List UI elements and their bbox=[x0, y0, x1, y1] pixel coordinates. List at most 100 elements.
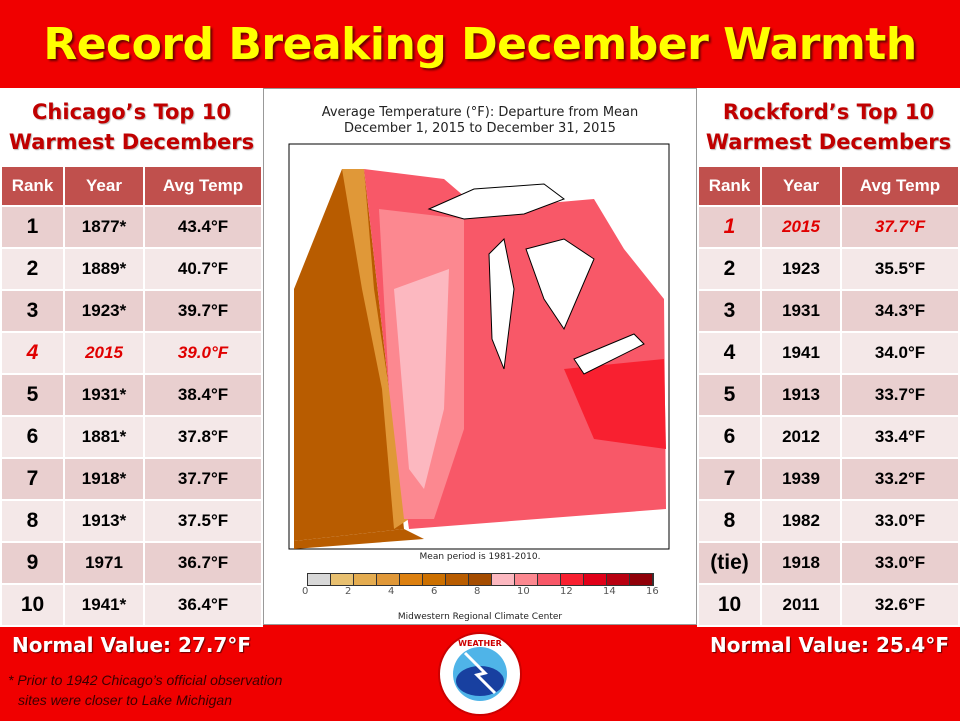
rank-cell: 5 bbox=[0, 373, 65, 417]
table-row: 9 1971 36.7°F bbox=[0, 541, 263, 585]
table-row: 8 1982 33.0°F bbox=[697, 499, 960, 543]
nws-logo: WEATHER bbox=[435, 631, 525, 721]
chicago-normal-value: Normal Value: 27.7°F bbox=[12, 633, 252, 657]
year-cell: 1913 bbox=[760, 373, 842, 417]
footnote-line2: sites were closer to Lake Michigan bbox=[18, 692, 232, 708]
legend-swatch bbox=[584, 574, 607, 585]
year-cell: 1941 bbox=[760, 331, 842, 375]
rank-cell: 2 bbox=[697, 247, 762, 291]
legend-ticks: 0 2 4 6 8 10 12 14 16 bbox=[302, 586, 662, 600]
table-row: 4 2015 39.0°F bbox=[0, 331, 263, 375]
year-cell: 1971 bbox=[63, 541, 145, 585]
year-cell: 2012 bbox=[760, 415, 842, 459]
rank-cell: 8 bbox=[0, 499, 65, 543]
lake-michigan bbox=[488, 237, 515, 370]
legend-swatch bbox=[331, 574, 354, 585]
chicago-title-line1: Chicago’s Top 10 bbox=[32, 99, 231, 124]
year-cell: 1941* bbox=[63, 583, 145, 627]
temp-cell: 38.4°F bbox=[143, 373, 263, 417]
temp-cell: 33.0°F bbox=[840, 499, 960, 543]
table-row: 2 1889* 40.7°F bbox=[0, 247, 263, 291]
rank-cell: 7 bbox=[697, 457, 762, 501]
rockford-panel: Rockford’s Top 10 Warmest Decembers Rank… bbox=[697, 88, 960, 627]
legend-swatch bbox=[377, 574, 400, 585]
rank-cell: 5 bbox=[697, 373, 762, 417]
rockford-title-line2: Warmest Decembers bbox=[705, 129, 952, 154]
column-header: Rank bbox=[0, 165, 65, 207]
temp-cell: 43.4°F bbox=[143, 205, 263, 249]
table-row: 5 1913 33.7°F bbox=[697, 373, 960, 417]
table-row: 7 1939 33.2°F bbox=[697, 457, 960, 501]
year-cell: 2015 bbox=[760, 205, 842, 249]
rank-cell: 10 bbox=[0, 583, 65, 627]
rank-cell: (tie) bbox=[697, 541, 762, 585]
map-region-west bbox=[294, 169, 404, 541]
table-row: 5 1931* 38.4°F bbox=[0, 373, 263, 417]
column-header: Avg Temp bbox=[840, 165, 960, 207]
year-cell: 1918* bbox=[63, 457, 145, 501]
temp-cell: 33.0°F bbox=[840, 541, 960, 585]
chicago-title-line2: Warmest Decembers bbox=[8, 129, 255, 154]
rockford-title-line1: Rockford’s Top 10 bbox=[722, 99, 935, 124]
legend-swatch bbox=[538, 574, 561, 585]
map-credit: Midwestern Regional Climate Center bbox=[397, 612, 563, 622]
rank-cell: 4 bbox=[697, 331, 762, 375]
temp-cell: 37.8°F bbox=[143, 415, 263, 459]
temp-cell: 33.4°F bbox=[840, 415, 960, 459]
rank-cell: 1 bbox=[0, 205, 65, 249]
year-cell: 1881* bbox=[63, 415, 145, 459]
column-header: Avg Temp bbox=[143, 165, 263, 207]
table-row: 1 1877* 43.4°F bbox=[0, 205, 263, 249]
rank-cell: 4 bbox=[0, 331, 65, 375]
column-header: Year bbox=[63, 165, 145, 207]
temp-cell: 36.7°F bbox=[143, 541, 263, 585]
temp-cell: 37.7°F bbox=[840, 205, 960, 249]
year-cell: 1931* bbox=[63, 373, 145, 417]
legend-swatch bbox=[354, 574, 377, 585]
year-cell: 1982 bbox=[760, 499, 842, 543]
legend-swatch bbox=[630, 574, 653, 585]
table-row: (tie) 1918 33.0°F bbox=[697, 541, 960, 585]
table-row: 7 1918* 37.7°F bbox=[0, 457, 263, 501]
legend-tick-label: 10 bbox=[517, 586, 530, 597]
legend-tick-label: 8 bbox=[474, 586, 481, 597]
temp-cell: 34.0°F bbox=[840, 331, 960, 375]
temp-cell: 39.7°F bbox=[143, 289, 263, 333]
rank-cell: 7 bbox=[0, 457, 65, 501]
year-cell: 1918 bbox=[760, 541, 842, 585]
year-cell: 1931 bbox=[760, 289, 842, 333]
rank-cell: 1 bbox=[697, 205, 762, 249]
legend-swatch bbox=[561, 574, 584, 585]
temp-cell: 34.3°F bbox=[840, 289, 960, 333]
year-cell: 1913* bbox=[63, 499, 145, 543]
legend-tick-label: 14 bbox=[603, 586, 616, 597]
chicago-table: Rank Year Avg Temp 1 1877* 43.4°F 2 1889* 40.7°F… bbox=[0, 165, 263, 627]
table-row: 2 1923 35.5°F bbox=[697, 247, 960, 291]
table-row: 10 2011 32.6°F bbox=[697, 583, 960, 627]
year-cell: 2011 bbox=[760, 583, 842, 627]
temp-cell: 32.6°F bbox=[840, 583, 960, 627]
rank-cell: 3 bbox=[0, 289, 65, 333]
temp-cell: 37.7°F bbox=[143, 457, 263, 501]
mean-period-note: Mean period is 1981-2010. bbox=[419, 552, 541, 562]
table-row: 6 2012 33.4°F bbox=[697, 415, 960, 459]
lake-huron bbox=[525, 238, 595, 331]
year-cell: 1923 bbox=[760, 247, 842, 291]
rank-cell: 9 bbox=[0, 541, 65, 585]
table-row: 10 1941* 36.4°F bbox=[0, 583, 263, 627]
temp-cell: 36.4°F bbox=[143, 583, 263, 627]
legend-tick-label: 16 bbox=[646, 586, 659, 597]
rockford-normal-value: Normal Value: 25.4°F bbox=[710, 633, 950, 657]
year-cell: 1923* bbox=[63, 289, 145, 333]
temp-cell: 33.2°F bbox=[840, 457, 960, 501]
temp-cell: 39.0°F bbox=[143, 331, 263, 375]
temp-cell: 37.5°F bbox=[143, 499, 263, 543]
map-graphic bbox=[288, 143, 670, 550]
legend-tick-label: 2 bbox=[345, 586, 352, 597]
legend-swatch bbox=[400, 574, 423, 585]
temp-cell: 40.7°F bbox=[143, 247, 263, 291]
rockford-table: Rank Year Avg Temp 1 2015 37.7°F 2 1923 35.5°F 3 1… bbox=[697, 165, 960, 627]
rank-cell: 3 bbox=[697, 289, 762, 333]
rockford-title: Rockford’s Top 10 Warmest Decembers bbox=[697, 88, 960, 165]
rank-cell: 6 bbox=[697, 415, 762, 459]
